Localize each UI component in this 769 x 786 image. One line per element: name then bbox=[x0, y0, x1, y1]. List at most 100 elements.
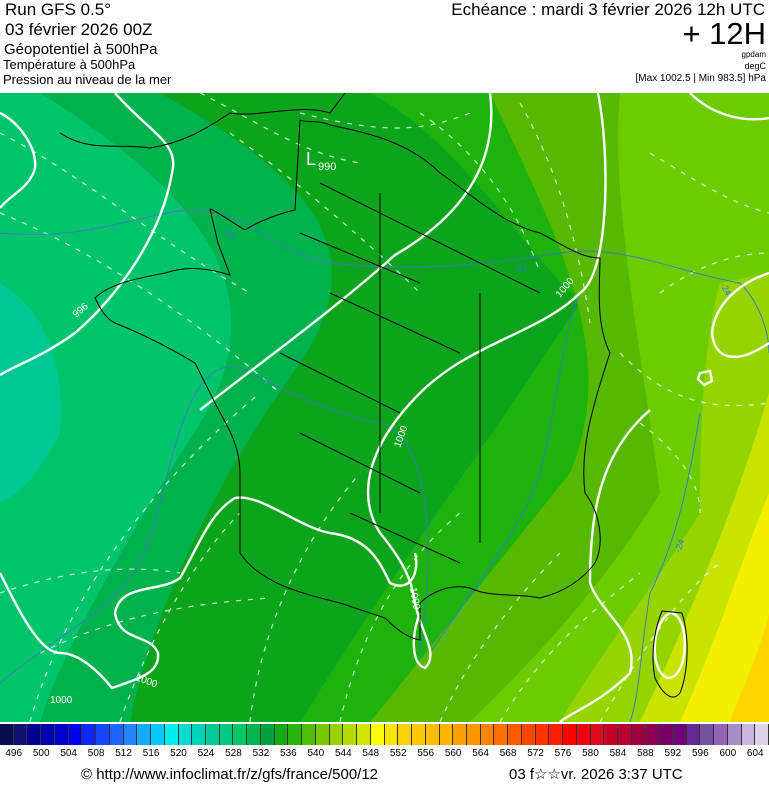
color-scale-cell bbox=[192, 724, 207, 745]
color-scale-cell bbox=[54, 724, 69, 745]
color-scale-cell bbox=[604, 724, 619, 745]
color-scale-cell bbox=[13, 724, 28, 745]
color-scale-cell bbox=[576, 724, 591, 745]
color-scale-label: 564 bbox=[472, 748, 489, 759]
color-scale-label: 496 bbox=[5, 748, 23, 759]
color-scale-cell bbox=[672, 724, 687, 745]
isobars bbox=[0, 93, 769, 722]
low-pressure-marker: L bbox=[306, 149, 316, 169]
geopotential-fill bbox=[0, 93, 769, 722]
color-scale-cell bbox=[686, 724, 701, 745]
run-title: Run GFS 0.5° bbox=[5, 0, 112, 19]
color-scale-cell bbox=[535, 724, 550, 745]
field-pressure: Pression au niveau de la mer bbox=[3, 72, 172, 87]
unit-degc: degC bbox=[744, 61, 766, 71]
lead-time: + 12H bbox=[682, 16, 766, 51]
color-scale-labels: 496 500 504 508 512 516 520 524 528 532 536 540 544 5… bbox=[0, 748, 769, 760]
color-scale-cell bbox=[384, 724, 399, 745]
field-temperature: Température à 500hPa bbox=[3, 57, 136, 72]
color-scale-label: 524 bbox=[197, 748, 215, 759]
color-scale-cell bbox=[343, 724, 358, 745]
color-scale-cell bbox=[398, 724, 413, 745]
color-scale-label: 544 bbox=[334, 748, 352, 759]
coastlines-borders bbox=[59, 93, 688, 698]
color-scale-cell bbox=[0, 724, 14, 745]
color-scale-cell bbox=[631, 724, 646, 745]
color-scale-cell bbox=[645, 724, 660, 745]
color-scale-cell bbox=[700, 724, 715, 745]
color-scale-cell bbox=[233, 724, 248, 745]
color-scale-label: 604 bbox=[746, 748, 764, 759]
color-scale-cell bbox=[618, 724, 632, 745]
isobar-label: 1000 bbox=[407, 587, 422, 611]
low-pressure-value: 990 bbox=[318, 161, 336, 173]
color-scale-cell bbox=[508, 724, 522, 745]
color-scale-cell bbox=[274, 724, 289, 745]
color-scale-label: 572 bbox=[527, 748, 544, 759]
color-scale-cell bbox=[315, 724, 330, 745]
color-scale-cell bbox=[494, 724, 509, 745]
color-scale-cell bbox=[370, 724, 385, 745]
color-scale-cell bbox=[288, 724, 303, 745]
color-scale-cell bbox=[549, 724, 564, 745]
pressure-range: [Max 1002.5 | Min 983.5] hPa bbox=[635, 73, 766, 84]
color-scale-cell bbox=[439, 724, 454, 745]
color-scale-cell bbox=[741, 724, 756, 745]
color-scale-cell bbox=[247, 724, 261, 745]
color-scale-cell bbox=[425, 724, 440, 745]
run-date: 03 février 2026 00Z bbox=[5, 20, 153, 39]
color-scale-cell bbox=[82, 724, 97, 745]
color-scale-label: 512 bbox=[115, 748, 132, 759]
color-scale-label: 560 bbox=[444, 748, 462, 759]
color-scale-label: 584 bbox=[609, 748, 627, 759]
color-scale-label: 540 bbox=[307, 748, 325, 759]
isotherms bbox=[0, 209, 769, 722]
color-scale-label: 596 bbox=[691, 748, 709, 759]
color-scale-label: 520 bbox=[170, 748, 187, 759]
color-scale-label: 548 bbox=[362, 748, 380, 759]
color-scale-cell bbox=[96, 724, 110, 745]
unit-gpdam: gpdam bbox=[741, 50, 766, 59]
color-scale-cell bbox=[453, 724, 467, 745]
color-scale-label: 500 bbox=[32, 748, 50, 759]
color-scale-cell bbox=[357, 724, 371, 745]
color-scale-label: 532 bbox=[252, 748, 270, 759]
color-scale-cell bbox=[27, 724, 42, 745]
color-scale-cell bbox=[755, 724, 769, 745]
source-url[interactable]: © http://www.infoclimat.fr/z/gfs/france/… bbox=[81, 766, 379, 783]
geopotential-dashed-contours bbox=[0, 93, 769, 722]
forecast-time: Echéance : mardi 3 février 2026 12h UTC bbox=[451, 0, 765, 19]
generated-time: 03 f☆☆vr. 2026 3:37 UTC bbox=[509, 766, 683, 783]
color-scale-cell bbox=[727, 724, 742, 745]
isotherm-label: -24 bbox=[514, 263, 527, 273]
color-scale-label: 552 bbox=[389, 748, 407, 759]
color-scale-cell bbox=[412, 724, 426, 745]
color-scale-cell bbox=[219, 724, 234, 745]
color-scale-cell bbox=[123, 724, 138, 745]
color-scale-label: 556 bbox=[417, 748, 435, 759]
color-scale-label: 592 bbox=[664, 748, 682, 759]
color-scale-label: 576 bbox=[554, 748, 572, 759]
color-scale-cell bbox=[329, 724, 344, 745]
color-scale-cell bbox=[590, 724, 605, 745]
color-scale-cell bbox=[302, 724, 316, 745]
color-scale-cell bbox=[521, 724, 536, 745]
color-scale-cell bbox=[563, 724, 577, 745]
color-scale-label: 528 bbox=[225, 748, 242, 759]
color-scale-label: 588 bbox=[637, 748, 654, 759]
color-scale-bar bbox=[0, 724, 769, 745]
color-scale-cell bbox=[41, 724, 55, 745]
field-geopotential: Géopotentiel à 500hPa bbox=[4, 41, 158, 58]
color-scale-cell bbox=[659, 724, 673, 745]
color-scale-cell bbox=[137, 724, 152, 745]
weather-map: L 990 996 1000 1000 1000 1000 1000 -24 -… bbox=[0, 93, 769, 722]
color-scale-label: 600 bbox=[719, 748, 737, 759]
color-scale-cell bbox=[178, 724, 193, 745]
color-scale-cell bbox=[164, 724, 179, 745]
color-scale-label: 504 bbox=[60, 748, 77, 759]
color-scale-cell bbox=[68, 724, 83, 745]
color-scale-cell bbox=[480, 724, 495, 745]
color-scale-cell bbox=[260, 724, 275, 745]
color-scale-cell bbox=[466, 724, 481, 745]
isobar-label: 1000 bbox=[50, 695, 73, 706]
